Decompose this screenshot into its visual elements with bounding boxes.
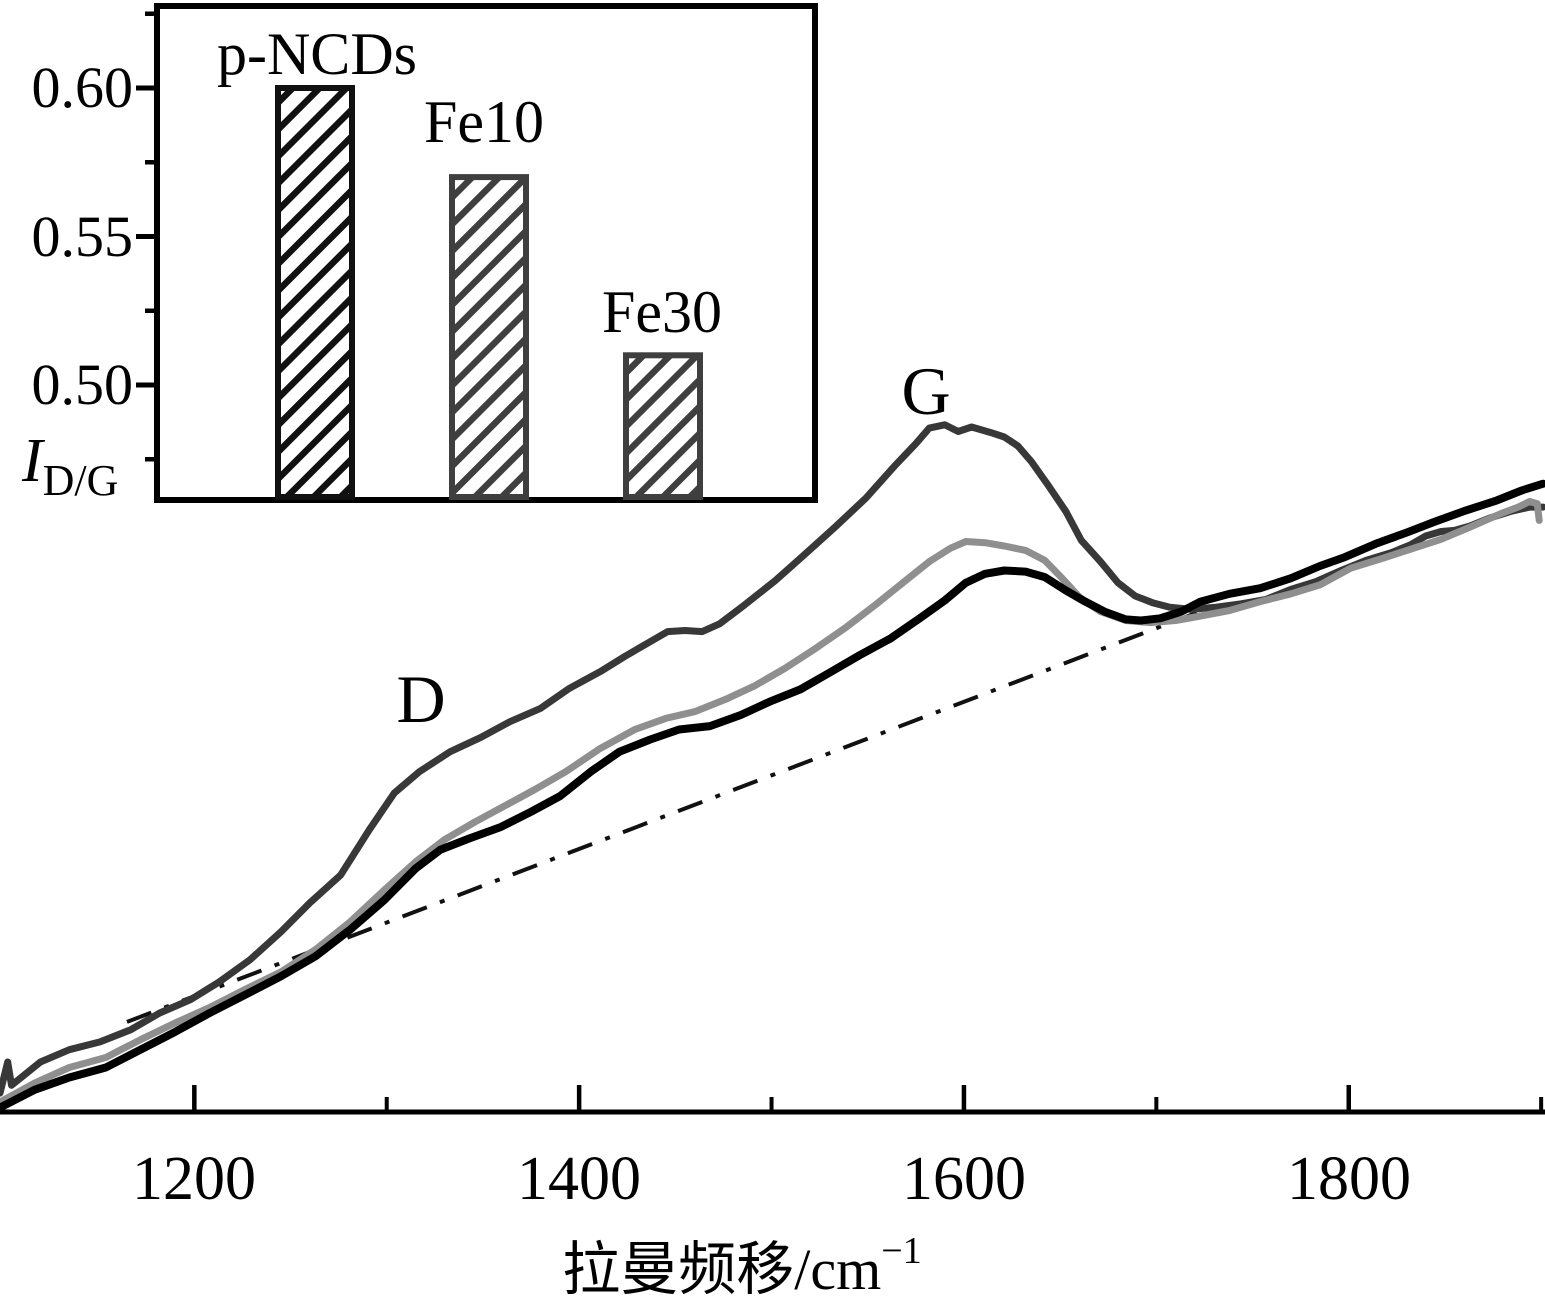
xtick-label-1600: 1600 bbox=[902, 1145, 1026, 1213]
inset-bar-label-pncds: p-NCDs bbox=[217, 21, 418, 87]
inset-ytick-label-055: 0.55 bbox=[31, 204, 134, 269]
inset-bar-label-fe10: Fe10 bbox=[424, 89, 544, 155]
inset-ylabel-symbol: I bbox=[22, 427, 43, 495]
x-axis bbox=[0, 1085, 1545, 1115]
inset-ytick-label-060: 0.60 bbox=[31, 55, 134, 120]
d-band-annotation: D bbox=[396, 661, 446, 737]
xtick-label-1200: 1200 bbox=[132, 1145, 256, 1213]
inset-bar-chart bbox=[136, 3, 818, 503]
inset-bar-label-fe30: Fe30 bbox=[602, 279, 722, 345]
inset-ylabel-subscript: D/G bbox=[42, 456, 119, 505]
x-axis-title-superscript: −1 bbox=[881, 1230, 922, 1272]
g-band-annotation: G bbox=[901, 353, 951, 429]
xtick-label-1400: 1400 bbox=[517, 1145, 641, 1213]
spectra-curves bbox=[0, 421, 1545, 1112]
inset-ylabel-idg: ID/G bbox=[22, 430, 118, 503]
x-axis-title: 拉曼频移/cm−1 bbox=[562, 1232, 921, 1299]
x-axis-title-text: 拉曼频移/cm bbox=[562, 1237, 882, 1302]
xtick-label-1800: 1800 bbox=[1287, 1145, 1411, 1213]
inset-ytick-label-050: 0.50 bbox=[31, 352, 134, 417]
